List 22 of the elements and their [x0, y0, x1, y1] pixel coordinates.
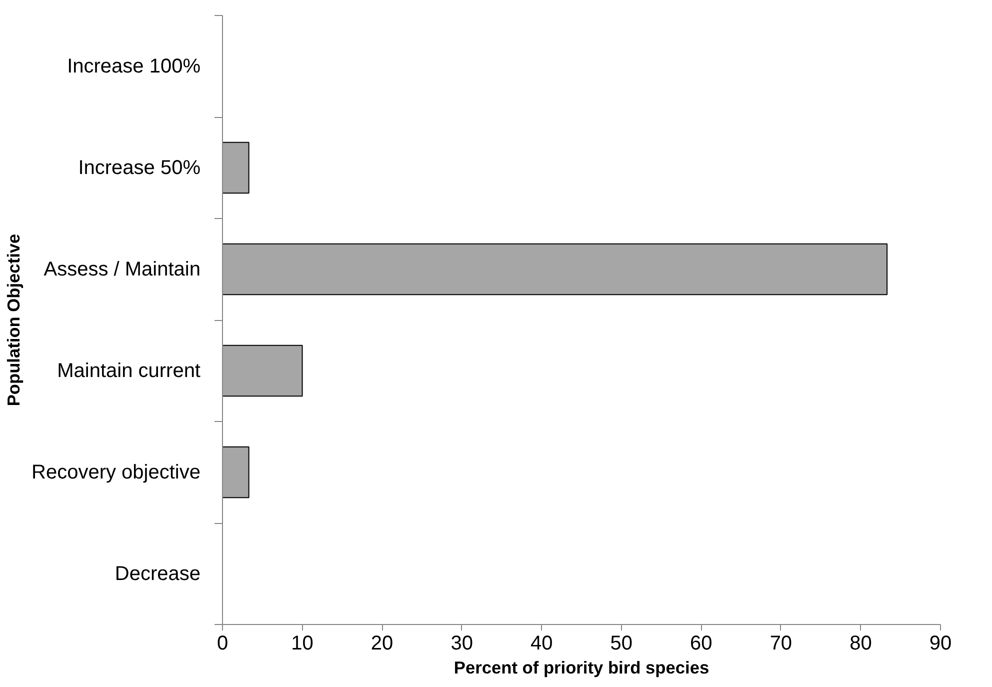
bar — [222, 142, 250, 194]
x-tick-label: 50 — [610, 632, 633, 654]
x-tick-label: 40 — [530, 632, 553, 654]
x-tick-label: 70 — [770, 632, 792, 654]
y-tick-label: Increase 100% — [67, 55, 201, 78]
bar — [222, 243, 888, 296]
x-axis-title: Percent of priority bird species — [454, 658, 710, 678]
x-tick-label: 60 — [690, 632, 712, 654]
bar — [222, 344, 303, 397]
x-tick-label: 30 — [450, 632, 473, 654]
y-tick-label: Recovery objective — [32, 461, 201, 484]
x-tick-label: 10 — [291, 632, 314, 654]
y-tick-label: Assess / Maintain — [44, 258, 201, 280]
x-tick-label: 0 — [216, 632, 228, 654]
y-tick-label: Maintain current — [57, 360, 201, 382]
y-tick-label: Decrease — [114, 562, 201, 585]
x-tick-label: 80 — [850, 632, 872, 654]
bar — [222, 446, 250, 498]
y-axis-title: Population Objective — [4, 233, 24, 406]
x-tick-label: 20 — [370, 632, 394, 654]
x-tick-label: 90 — [929, 632, 952, 654]
y-tick-label: Increase 50% — [78, 156, 201, 179]
